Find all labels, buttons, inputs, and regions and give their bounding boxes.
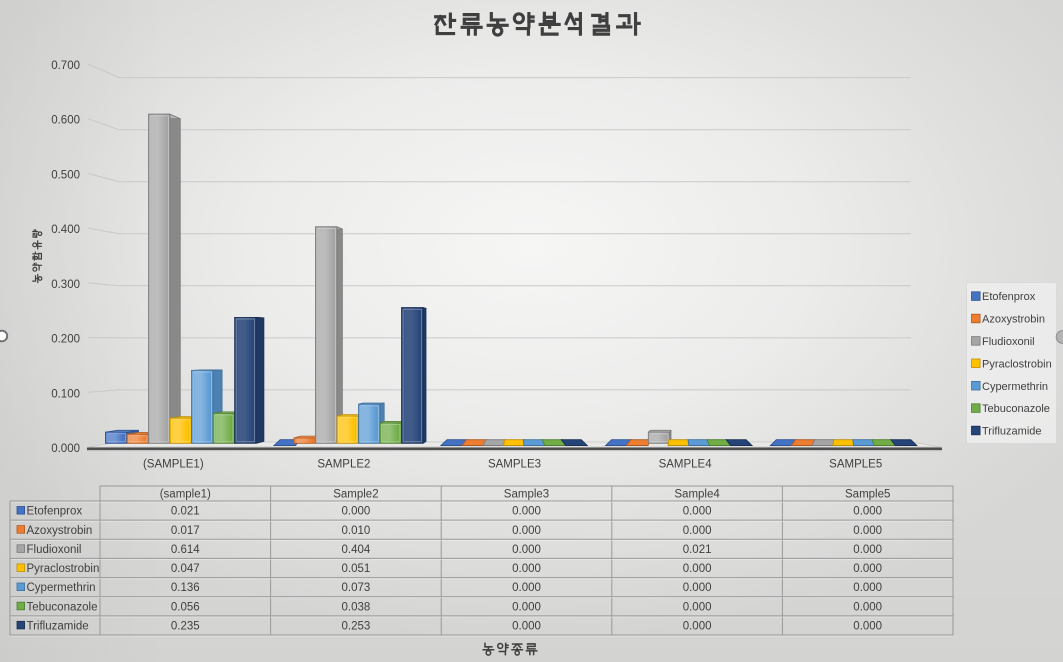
svg-text:Tebuconazole: Tebuconazole bbox=[982, 403, 1050, 415]
svg-text:Tebuconazole: Tebuconazole bbox=[27, 601, 98, 613]
svg-text:0.000: 0.000 bbox=[853, 506, 882, 518]
svg-text:(sample1): (sample1) bbox=[160, 489, 211, 501]
svg-text:SAMPLE5: SAMPLE5 bbox=[829, 459, 882, 471]
svg-text:0.056: 0.056 bbox=[171, 601, 200, 613]
svg-text:Etofenprox: Etofenprox bbox=[27, 506, 83, 518]
svg-text:0.000: 0.000 bbox=[853, 621, 882, 633]
svg-text:0.000: 0.000 bbox=[853, 525, 882, 537]
svg-text:0.021: 0.021 bbox=[683, 544, 712, 556]
svg-text:0.500: 0.500 bbox=[51, 169, 80, 181]
svg-text:0.000: 0.000 bbox=[342, 506, 371, 518]
svg-text:0.000: 0.000 bbox=[683, 525, 712, 537]
svg-text:Trifluzamide: Trifluzamide bbox=[982, 426, 1042, 438]
svg-text:0.017: 0.017 bbox=[171, 525, 200, 537]
svg-text:Sample4: Sample4 bbox=[674, 489, 720, 501]
svg-text:0.614: 0.614 bbox=[171, 544, 200, 556]
svg-text:0.000: 0.000 bbox=[683, 563, 712, 575]
svg-text:Fludioxonil: Fludioxonil bbox=[27, 544, 82, 556]
svg-text:Etofenprox: Etofenprox bbox=[982, 291, 1036, 303]
svg-text:SAMPLE4: SAMPLE4 bbox=[659, 459, 713, 471]
svg-text:Fludioxonil: Fludioxonil bbox=[982, 336, 1035, 348]
svg-text:0.000: 0.000 bbox=[512, 582, 541, 594]
svg-text:Cypermethrin: Cypermethrin bbox=[982, 381, 1048, 393]
svg-text:0.253: 0.253 bbox=[342, 621, 371, 633]
svg-text:0.073: 0.073 bbox=[342, 582, 371, 594]
svg-text:Sample3: Sample3 bbox=[504, 489, 549, 501]
svg-text:0.000: 0.000 bbox=[51, 443, 80, 455]
svg-text:0.051: 0.051 bbox=[342, 563, 371, 575]
svg-text:(SAMPLE1): (SAMPLE1) bbox=[143, 459, 204, 471]
svg-text:Cypermethrin: Cypermethrin bbox=[27, 582, 96, 594]
svg-text:0.000: 0.000 bbox=[683, 582, 712, 594]
svg-text:Azoxystrobin: Azoxystrobin bbox=[982, 314, 1045, 326]
svg-text:0.000: 0.000 bbox=[853, 582, 882, 594]
svg-text:0.000: 0.000 bbox=[512, 621, 541, 633]
svg-text:0.100: 0.100 bbox=[51, 388, 80, 400]
svg-text:0.000: 0.000 bbox=[512, 506, 541, 518]
svg-text:0.200: 0.200 bbox=[51, 334, 80, 346]
svg-text:0.600: 0.600 bbox=[51, 115, 80, 127]
svg-text:Azoxystrobin: Azoxystrobin bbox=[27, 525, 93, 537]
svg-text:0.000: 0.000 bbox=[683, 621, 712, 633]
svg-text:Sample2: Sample2 bbox=[333, 489, 378, 501]
svg-text:0.000: 0.000 bbox=[512, 563, 541, 575]
svg-text:0.000: 0.000 bbox=[853, 601, 882, 613]
svg-text:0.235: 0.235 bbox=[171, 621, 200, 633]
svg-text:0.400: 0.400 bbox=[51, 224, 80, 236]
svg-text:0.000: 0.000 bbox=[512, 525, 541, 537]
svg-text:0.000: 0.000 bbox=[512, 544, 541, 556]
svg-text:0.700: 0.700 bbox=[51, 60, 80, 72]
svg-text:0.000: 0.000 bbox=[512, 601, 541, 613]
svg-text:Sample5: Sample5 bbox=[845, 489, 890, 501]
svg-text:0.136: 0.136 bbox=[171, 582, 200, 594]
svg-text:Pyraclostrobin: Pyraclostrobin bbox=[27, 563, 100, 575]
svg-text:0.300: 0.300 bbox=[51, 279, 80, 291]
svg-text:SAMPLE3: SAMPLE3 bbox=[488, 459, 541, 471]
svg-text:0.038: 0.038 bbox=[342, 601, 371, 613]
svg-text:0.000: 0.000 bbox=[683, 601, 712, 613]
svg-text:0.047: 0.047 bbox=[171, 563, 200, 575]
svg-text:0.000: 0.000 bbox=[683, 506, 712, 518]
svg-text:SAMPLE2: SAMPLE2 bbox=[317, 459, 370, 471]
svg-text:0.000: 0.000 bbox=[853, 563, 882, 575]
svg-text:0.404: 0.404 bbox=[342, 544, 371, 556]
svg-text:Trifluzamide: Trifluzamide bbox=[27, 621, 89, 633]
svg-text:0.021: 0.021 bbox=[171, 506, 200, 518]
svg-text:Pyraclostrobin: Pyraclostrobin bbox=[982, 358, 1052, 370]
svg-text:0.010: 0.010 bbox=[342, 525, 371, 537]
svg-text:0.000: 0.000 bbox=[853, 544, 882, 556]
